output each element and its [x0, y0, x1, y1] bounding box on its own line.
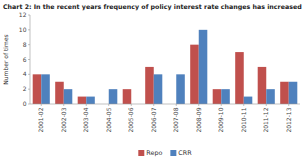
bar: [244, 97, 253, 104]
y-tick-label: 4: [23, 70, 27, 77]
bar: [109, 89, 118, 104]
x-tick: [153, 104, 154, 106]
bars: [33, 30, 298, 104]
bar: [258, 67, 267, 104]
y-tick-label: 2: [23, 85, 27, 92]
x-tick-label: 2004-05: [105, 107, 112, 132]
x-tick-label: 2012-13: [285, 107, 292, 132]
bar: [176, 74, 185, 104]
x-tick: [176, 104, 177, 106]
bar: [123, 89, 132, 104]
chart: Chart 2: In the recent years frequency o…: [0, 0, 305, 165]
x-tick-label: 2001-02: [37, 107, 44, 132]
y-axis: [30, 15, 31, 104]
legend-label: CRR: [178, 149, 192, 157]
bar: [213, 89, 222, 104]
bar: [190, 45, 199, 104]
x-tick: [41, 104, 42, 106]
x-tick: [243, 104, 244, 106]
chart-container: Chart 2: In the recent years frequency o…: [0, 0, 305, 165]
y-tick-label: 0: [23, 100, 27, 107]
legend: Repo CRR: [138, 149, 192, 157]
bar: [145, 67, 154, 104]
x-tick: [266, 104, 267, 106]
x-tick-label: 2008-09: [195, 107, 202, 132]
bar: [289, 82, 298, 104]
bar: [55, 82, 64, 104]
x-tick-label: 2009-10: [217, 107, 224, 132]
bar: [199, 30, 208, 104]
bar: [41, 74, 50, 104]
legend-label: Repo: [146, 149, 162, 157]
bar: [266, 89, 275, 104]
y-tick-label: 6: [23, 56, 27, 63]
x-tick: [198, 104, 199, 106]
x-tick-label: 2011-12: [262, 107, 269, 132]
bar: [78, 97, 87, 104]
x-tick-label: 2005-06: [127, 107, 134, 132]
legend-swatch: [170, 150, 176, 156]
x-axis: [30, 104, 300, 105]
x-tick-label: 2010-11: [240, 107, 247, 132]
y-axis-label: Number of times: [2, 34, 9, 84]
x-tick: [288, 104, 289, 106]
y-tick-label: 10: [19, 26, 27, 33]
title: Chart 2: In the recent years frequency o…: [3, 3, 302, 11]
x-tick-label: 2003-04: [82, 107, 89, 132]
bar: [280, 82, 289, 104]
x-tick: [86, 104, 87, 106]
legend-swatch: [138, 150, 144, 156]
x-tick: [221, 104, 222, 106]
x-tick: [108, 104, 109, 106]
x-tick-label: 2002-03: [60, 107, 67, 132]
bar: [221, 89, 230, 104]
x-tick-label: 2007-08: [172, 107, 179, 132]
y-tick-label: 8: [23, 41, 27, 48]
bar: [86, 97, 95, 104]
x-tick: [63, 104, 64, 106]
bar: [154, 74, 163, 104]
y-tick-label: 12: [19, 11, 27, 18]
x-tick: [131, 104, 132, 106]
bar: [33, 74, 42, 104]
bar: [64, 89, 73, 104]
x-tick-label: 2006-07: [150, 107, 157, 132]
bar: [235, 52, 244, 104]
